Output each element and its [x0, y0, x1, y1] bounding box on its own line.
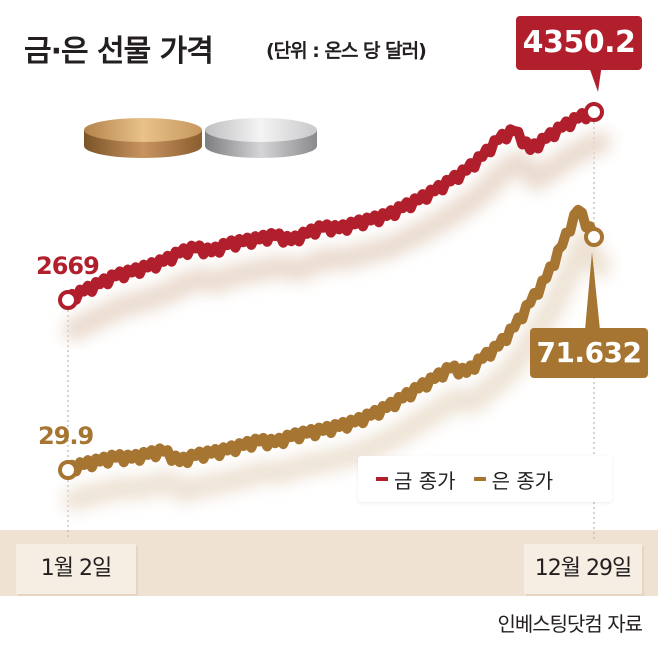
silver-start-value: 29.9: [38, 422, 94, 450]
chart-unit: (단위 : 온스 당 달러): [266, 40, 427, 62]
chart-legend: 금 종가 은 종가: [358, 456, 612, 502]
silver-end-value-badge: 71.632: [530, 328, 648, 378]
silver-series-line: [63, 204, 599, 477]
silver-start-marker: [58, 460, 78, 480]
silver-end-marker: [584, 227, 604, 247]
legend-label-silver: 은 종가: [491, 468, 554, 493]
chart-title: 금·은 선물 가격: [24, 34, 214, 69]
source-credit: 인베스팅닷컴 자료: [497, 612, 643, 636]
gold-start-value: 2669: [36, 252, 100, 280]
gold-badge-pointer: [588, 64, 602, 92]
x-axis-start-label: 1월 2일: [16, 544, 136, 594]
gold-series-line: [63, 104, 599, 305]
legend-item-gold: 금 종가: [376, 465, 456, 494]
footer-band: [0, 596, 658, 650]
gold-coin-icon: [84, 118, 202, 158]
legend-label-gold: 금 종가: [394, 468, 456, 493]
x-axis-end-label: 12월 29일: [524, 544, 642, 594]
silver-badge-pointer: [585, 252, 600, 330]
gold-start-marker: [58, 290, 78, 310]
legend-swatch-gold: [376, 477, 388, 481]
silver-coin-icon: [205, 118, 317, 158]
gold-end-value-badge: 4350.2: [516, 16, 642, 70]
silver-series-shadow: [63, 228, 611, 511]
gold-end-marker: [584, 102, 604, 122]
legend-swatch-silver: [473, 477, 486, 481]
legend-item-silver: 은 종가: [473, 465, 554, 494]
gold-series-shadow: [63, 131, 611, 341]
